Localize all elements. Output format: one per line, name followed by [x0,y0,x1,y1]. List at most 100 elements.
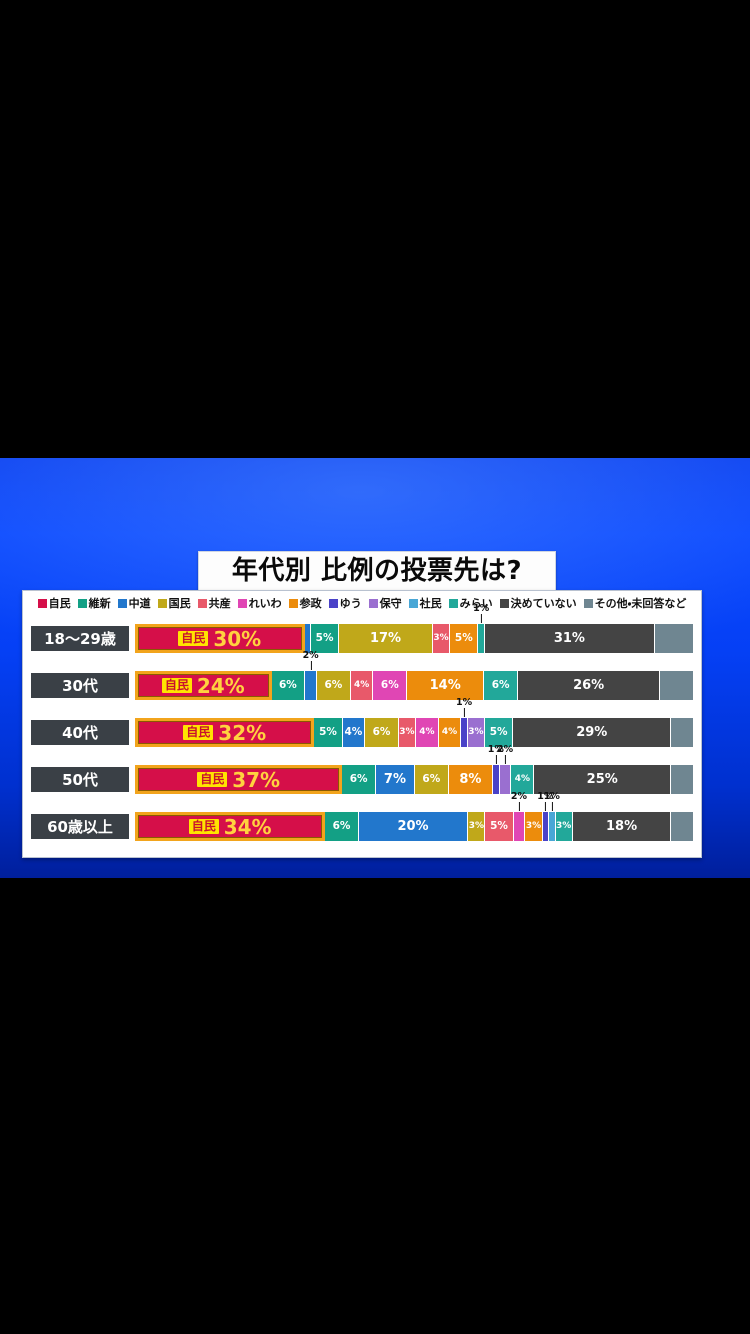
chart-legend: 自民 維新 中道 国民 共産 れいわ 参政 ゆう 保守 社民 みらい 決めていない その他・未回答など [23,594,701,612]
chart-title-box: 年代別 比例の投票先は? [198,551,556,591]
bar-segment-みらい[interactable]: 6% [484,671,518,700]
segment-value: 6% [332,820,351,833]
legend-swatch-icon [583,598,593,608]
segment-value: 4% [514,774,530,784]
segment-value: 32% [218,720,267,745]
segment-value: 4% [344,726,363,739]
callout-stem-icon [518,802,520,811]
bar-segment-参政[interactable]: 4% [438,718,462,747]
segment-value: 3% [433,633,449,643]
segment-value: 6% [349,773,368,786]
segment-value: 17% [369,631,402,646]
bar-segment-国民[interactable]: 6% [365,718,399,747]
bar-segment-維新[interactable]: 5% [310,624,340,653]
bar-segment-決めていない[interactable]: 26% [517,671,661,700]
segment-callout: 1% [537,791,553,813]
bar-segment-共産[interactable]: 4% [350,671,374,700]
legend-item-label: 保守 [379,596,402,610]
legend-swatch-icon [499,598,509,608]
bar-segment-中道[interactable] [304,624,311,653]
bar-segment-自民[interactable]: 自民 37% [135,765,343,794]
bar-segment-維新[interactable]: 6% [342,765,376,794]
bar-segment-維新[interactable]: 5% [314,718,343,747]
legend-item-label: ゆう [339,596,362,610]
bar-segment-参政[interactable]: 14% [407,671,485,700]
legend-swatch-icon [197,598,207,608]
legend-item-中道: 中道 [117,598,151,609]
stacked-bar: 自民 37% 6% 7% 6% 8% 1% 2% 4% 25% [135,744,693,794]
segment-value: 6% [380,679,399,692]
bar-segment-共産[interactable]: 3% [398,718,416,747]
bar-segment-れいわ[interactable]: 2% [511,791,527,841]
bar-segment-みらい[interactable]: 5% [485,718,514,747]
bar-segment-自民[interactable]: 自民 34% [135,812,326,841]
bar-segment-共産[interactable]: 3% [432,624,451,653]
bar-segment-自民[interactable]: 自民 32% [135,718,315,747]
bar-segment-中道[interactable]: 20% [358,812,469,841]
bar-segment-国民[interactable]: 6% [415,765,449,794]
legend-item-label: 決めていない [510,596,577,610]
bar-segment-共産[interactable]: 5% [485,812,514,841]
stacked-bar: 自民 30% 5% 17% 3% 5% 1% 31% [135,603,694,653]
bar-segment-みらい[interactable]: 4% [511,765,535,794]
segment-value: 6% [278,679,297,692]
bar-segment-中道[interactable]: 4% [342,718,366,747]
chart-panel: 自民 維新 中道 国民 共産 れいわ 参政 ゆう 保守 社民 みらい 決めていない その他・未回答など … [22,590,702,858]
age-group-label: 60歳以上 [31,814,129,839]
legend-item-その他・未回答など: その他・未回答など [583,596,687,610]
legend-item-label: その他・未回答など [594,596,687,610]
age-group-label: 50代 [31,767,129,792]
age-group-label: 40代 [31,720,129,745]
bar-segment-国民[interactable]: 3% [468,812,486,841]
bar-segment-自民[interactable]: 自民 30% [135,624,305,653]
bar-segment-その他・未回答など[interactable] [654,624,694,653]
bar-segment-参政[interactable]: 5% [450,624,479,653]
bar-segment-参政[interactable]: 8% [448,765,494,794]
segment-value: 26% [573,678,605,693]
bar-segment-れいわ[interactable]: 4% [416,718,439,747]
bar-segment-自民[interactable]: 自民 24% [135,671,272,700]
bar-segment-中道[interactable]: 2% [303,650,319,700]
bar-segment-決めていない[interactable]: 29% [513,718,672,747]
legend-item-label: 共産 [208,596,231,610]
legend-swatch-icon [448,598,458,608]
legend-swatch-icon [157,598,167,608]
segment-value: 6% [491,679,510,692]
legend-swatch-icon [368,598,378,608]
bar-segment-決めていない[interactable]: 25% [534,765,672,794]
bar-segment-国民[interactable]: 6% [317,671,351,700]
callout-stem-icon [464,708,466,717]
bar-segment-決めていない[interactable]: 18% [572,812,672,841]
segment-value: 34% [223,814,272,839]
age-group-label: 18〜29歳 [31,626,129,651]
bar-segment-国民[interactable]: 17% [339,624,433,653]
bar-segment-維新[interactable]: 6% [271,671,306,700]
legend-item-保守: 保守 [368,596,402,610]
bar-segment-決めていない[interactable]: 31% [484,624,655,653]
segment-value: 3% [556,821,572,831]
bar-segment-その他・未回答など[interactable] [671,812,694,841]
legend-item-国民: 国民 [157,598,191,609]
bar-segment-みらい[interactable]: 3% [555,812,573,841]
bar-segment-保守[interactable]: 2% [497,744,513,794]
segment-callout: 1% [488,744,504,766]
ldp-badge: 自民 [161,678,192,693]
ldp-badge: 自民 [188,819,219,834]
bar-segment-その他・未回答など[interactable] [660,671,693,700]
bar-segment-維新[interactable]: 6% [325,812,359,841]
segment-value: 18% [606,819,638,834]
legend-item-共産: 共産 [197,596,231,610]
segment-value: 5% [315,632,334,645]
segment-callout: 1% [456,697,472,719]
bar-segment-その他・未回答など[interactable] [671,718,694,747]
bar-segment-れいわ[interactable]: 6% [373,671,408,700]
segment-value: 6% [324,679,343,692]
legend-swatch-icon [37,598,47,608]
bar-segment-その他・未回答など[interactable] [671,765,693,794]
bar-segment-参政[interactable]: 3% [525,812,543,841]
bar-segment-中道[interactable]: 7% [375,765,415,794]
bar-segment-保守[interactable]: 3% [467,718,486,747]
chart-row: 18〜29歳 自民 30% 5% 17% 3% 5% 1% 31% [23,603,701,662]
segment-value: 20% [397,819,429,834]
